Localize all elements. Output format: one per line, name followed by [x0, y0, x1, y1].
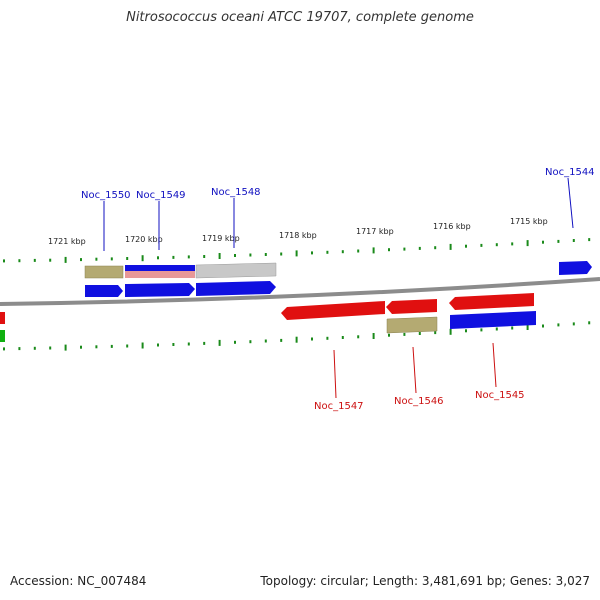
scale-label-1716: 1716 kbp	[433, 222, 471, 231]
scale-label-1715: 1715 kbp	[510, 217, 548, 226]
left-edge-green-feature[interactable]	[0, 330, 5, 342]
scale-label-1717: 1717 kbp	[356, 227, 394, 236]
cds-forward-noc1548[interactable]	[196, 281, 276, 296]
gene-feature-blue-pink-top[interactable]	[125, 265, 195, 271]
cds-forward-noc1544[interactable]	[559, 261, 592, 275]
gene-label-noc1544[interactable]: Noc_1544	[545, 167, 595, 178]
forward-label-lines	[103, 177, 574, 251]
gene-label-noc1546[interactable]: Noc_1546	[394, 396, 444, 407]
inner-tick-ring	[3, 321, 591, 351]
cds-reverse-noc1545[interactable]	[449, 293, 534, 310]
gene-label-noc1547[interactable]: Noc_1547	[314, 401, 364, 412]
scale-label-1718: 1718 kbp	[279, 231, 317, 240]
gene-label-noc1548[interactable]: Noc_1548	[211, 187, 261, 198]
gene-feature-khaki-lower[interactable]	[386, 316, 438, 334]
scale-labels: 1721 kbp 1720 kbp 1719 kbp 1718 kbp 1717…	[48, 217, 548, 246]
outer-tick-ring	[3, 238, 591, 263]
accession-text: Accession: NC_007484	[10, 574, 147, 588]
cds-forward-noc1549[interactable]	[125, 283, 195, 297]
gene-feature-blue-lower[interactable]	[450, 311, 536, 329]
scale-label-1720: 1720 kbp	[125, 235, 163, 244]
gene-feature-khaki[interactable]	[84, 265, 124, 279]
map-title: Nitrosococcus oceani ATCC 19707, complet…	[126, 10, 474, 25]
gene-feature-gray[interactable]	[195, 262, 277, 279]
feature-ring-upper	[84, 261, 592, 279]
forward-gene-labels: Noc_1550 Noc_1549 Noc_1548 Noc_1544	[81, 167, 595, 201]
reverse-cds-row	[0, 293, 534, 324]
reverse-gene-labels: Noc_1547 Noc_1546 Noc_1545	[314, 390, 525, 412]
gene-label-noc1549[interactable]: Noc_1549	[136, 190, 186, 201]
cds-forward-noc1550[interactable]	[85, 285, 123, 297]
gene-label-noc1545[interactable]: Noc_1545	[475, 390, 525, 401]
scale-label-1721: 1721 kbp	[48, 237, 86, 246]
scale-label-1719: 1719 kbp	[202, 234, 240, 243]
reverse-label-lines	[333, 342, 497, 399]
gene-label-noc1550[interactable]: Noc_1550	[81, 190, 131, 201]
gene-feature-blue-pink-bottom[interactable]	[125, 271, 195, 278]
feature-ring-lower	[0, 311, 536, 342]
forward-cds-row	[85, 281, 276, 297]
cds-reverse-noc1546[interactable]	[386, 299, 437, 314]
genome-backbone	[0, 277, 600, 306]
cds-reverse-noc1547[interactable]	[281, 301, 385, 320]
genome-stats-text: Topology: circular; Length: 3,481,691 bp…	[260, 574, 590, 588]
left-edge-red-feature[interactable]	[0, 312, 5, 324]
